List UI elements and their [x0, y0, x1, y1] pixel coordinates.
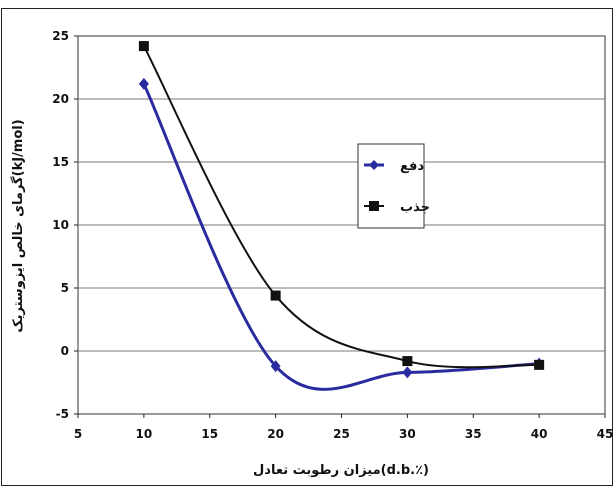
x-tick-label: 40 — [531, 427, 548, 441]
x-tick-label: 10 — [136, 427, 153, 441]
data-point-series-2 — [270, 290, 281, 301]
legend-marker-series-1 — [369, 160, 379, 170]
y-tick-label: -5 — [56, 407, 69, 421]
legend-marker-series-2 — [369, 201, 379, 211]
y-tick-label: 5 — [61, 281, 69, 295]
y-tick-label: 0 — [61, 344, 69, 358]
legend-label-series-1: دفع — [400, 159, 424, 174]
x-tick-label: 35 — [465, 427, 482, 441]
data-point-series-1 — [402, 366, 413, 379]
series-lines — [142, 45, 540, 391]
series-line-2 — [142, 45, 540, 369]
series-markers — [138, 41, 545, 379]
x-tick-label: 5 — [74, 427, 82, 441]
data-point-series-2 — [138, 41, 149, 52]
x-tick-labels: 5 10 15 20 25 30 35 40 45 — [74, 427, 614, 441]
y-tick-label: 25 — [52, 29, 69, 43]
data-point-series-2 — [402, 356, 413, 367]
y-tick-label: 20 — [52, 92, 69, 106]
x-tick-label: 45 — [597, 427, 614, 441]
data-point-series-1 — [138, 77, 149, 90]
x-tick-label: 15 — [201, 427, 218, 441]
y-tick-labels: -5 0 5 10 15 20 25 — [52, 29, 69, 421]
data-point-series-1 — [270, 360, 281, 373]
data-point-series-2 — [534, 359, 545, 370]
y-tick-label: 15 — [52, 155, 69, 169]
x-tick-label: 25 — [333, 427, 350, 441]
y-tick-label: 10 — [52, 218, 69, 232]
legend: دفع جذب — [357, 143, 430, 229]
gridlines — [74, 35, 606, 418]
legend-label-series-2: جذب — [400, 200, 430, 215]
x-tick-label: 20 — [267, 427, 284, 441]
series-line-1 — [142, 83, 540, 391]
x-axis-title: میزان رطوبت تعادل(d.b.٪) — [253, 463, 429, 478]
y-axis-title: گرمای خالص ایزوستریک(kJ/mol) — [10, 119, 26, 332]
legend-box — [357, 143, 425, 229]
x-tick-label: 30 — [399, 427, 416, 441]
